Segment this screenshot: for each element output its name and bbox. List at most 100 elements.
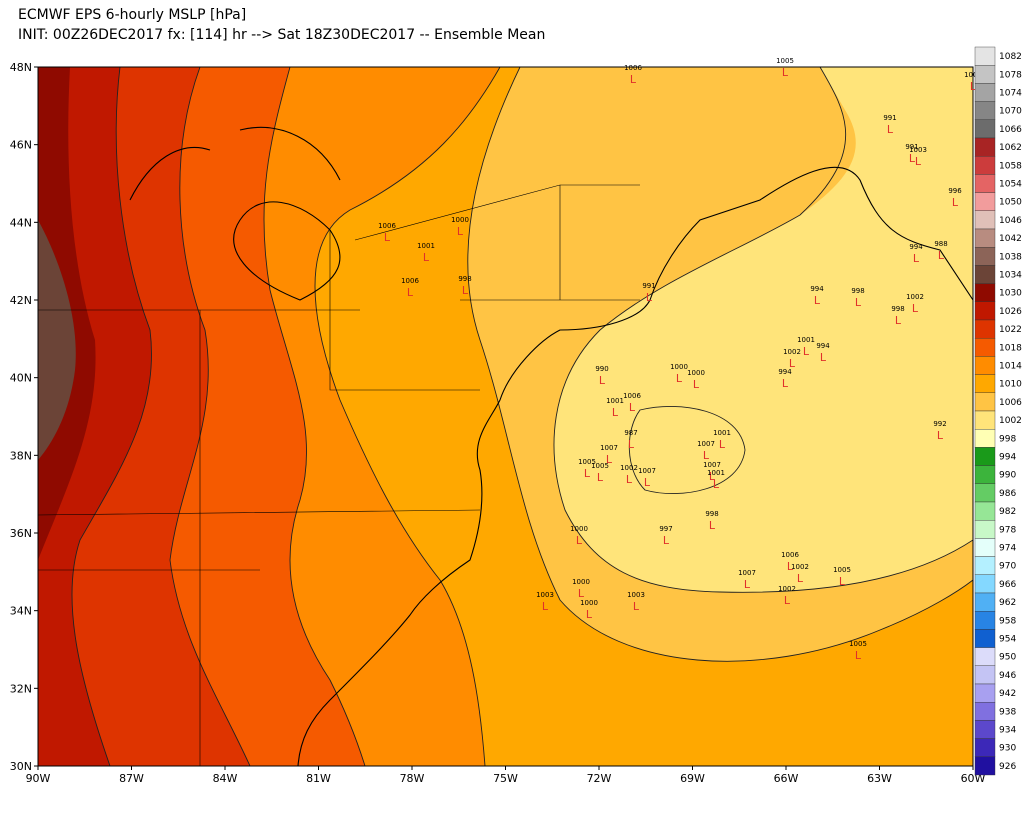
colorbar-label: 1010 (999, 380, 1022, 390)
lon-label: 90W (26, 772, 51, 785)
colorbar-swatch (974, 538, 996, 557)
colorbar-swatch (974, 629, 996, 648)
colorbar-label: 974 (999, 544, 1016, 554)
colorbar-label: 1058 (999, 161, 1022, 171)
pressure-field (38, 67, 973, 766)
colorbar-label: 1050 (999, 198, 1022, 208)
lat-label: 44N (10, 216, 32, 229)
lon-label: 72W (587, 772, 612, 785)
colorbar-swatch (974, 137, 996, 157)
low-pressure: 1001 (713, 429, 731, 437)
contours (71, 67, 973, 766)
colorbar-label: 958 (999, 616, 1016, 626)
low-pressure: 996 (948, 187, 962, 195)
low-pressure: 1001 (797, 336, 815, 344)
low-symbol: L (644, 476, 651, 489)
low-pressure: 1002 (791, 563, 809, 571)
low-pressure: 992 (933, 420, 946, 428)
low-pressure: 1003 (909, 146, 927, 154)
low-symbol: L (709, 519, 716, 532)
low-symbol: L (663, 534, 670, 547)
colorbar-swatch (974, 265, 996, 284)
colorbar-swatch (974, 46, 996, 66)
low-symbol: L (855, 296, 862, 309)
colorbar-swatch (974, 483, 996, 503)
low-symbol: L (693, 378, 700, 391)
low-symbol: L (626, 473, 633, 486)
low-pressure: 987 (624, 429, 637, 437)
colorbar-swatch (974, 246, 996, 266)
low-pressure: 990 (595, 365, 608, 373)
colorbar-label: 1054 (999, 180, 1022, 190)
low-symbol: L (912, 302, 919, 315)
colorbar-label: 926 (999, 762, 1016, 772)
low-symbol: L (630, 73, 637, 86)
colorbar-label: 954 (999, 635, 1016, 645)
low-pressure: 1002 (906, 293, 924, 301)
colorbar-swatch (974, 356, 996, 375)
low-symbol: L (782, 66, 789, 79)
low-pressure: 1001 (707, 469, 725, 477)
colorbar-swatch (974, 374, 996, 394)
colorbar-swatch (974, 210, 996, 230)
low-pressure: 1005 (849, 640, 867, 648)
colorbar-label: 978 (999, 525, 1016, 535)
colorbar-label: 930 (999, 744, 1016, 754)
low-pressure: 1002 (783, 348, 801, 356)
colorbar-label: 938 (999, 707, 1016, 717)
colorbar-swatch (974, 283, 996, 303)
low-symbol: L (895, 314, 902, 327)
colorbar-swatch (974, 338, 996, 357)
low-symbol: L (633, 600, 640, 613)
low-symbol: L (970, 80, 977, 93)
colorbar-label: 1014 (999, 362, 1022, 372)
low-pressure: 1000 (670, 363, 688, 371)
colorbar-swatch (974, 756, 996, 776)
low-symbol: L (787, 560, 794, 573)
colorbar-swatch (974, 174, 996, 193)
low-pressure: 1006 (401, 277, 419, 285)
colorbar-label: 1034 (999, 271, 1022, 281)
low-symbol: L (803, 345, 810, 358)
lon-label: 81W (306, 772, 331, 785)
low-symbol: L (599, 374, 606, 387)
colorbar-label: 1038 (999, 252, 1022, 262)
colorbar-label: 1074 (999, 89, 1022, 99)
low-symbol: L (797, 572, 804, 585)
low-symbol: L (909, 152, 916, 165)
colorbar-label: 946 (999, 671, 1016, 681)
colorbar-label: 1030 (999, 289, 1022, 299)
colorbar-label: 942 (999, 689, 1016, 699)
low-symbol: L (628, 438, 635, 451)
low-pressure: 1007 (697, 440, 715, 448)
low-symbol: L (578, 587, 585, 600)
colorbar-label: 1042 (999, 234, 1022, 244)
lat-label: 36N (10, 527, 32, 540)
lon-label: 75W (493, 772, 518, 785)
low-symbol: L (676, 372, 683, 385)
low-pressure: 997 (659, 525, 672, 533)
low-pressure: 991 (883, 114, 896, 122)
low-pressure: 1001 (417, 242, 435, 250)
low-symbol: L (612, 406, 619, 419)
colorbar-label: 966 (999, 580, 1016, 590)
lat-label: 38N (10, 449, 32, 462)
low-pressure: 1002 (778, 585, 796, 593)
colorbar-label: 1078 (999, 70, 1022, 80)
low-pressure: 1000 (572, 578, 590, 586)
low-symbol: L (709, 470, 716, 483)
low-symbol: L (584, 467, 591, 480)
colorbar-label: 970 (999, 562, 1016, 572)
colorbar-label: 950 (999, 653, 1016, 663)
low-pressure: 994 (810, 285, 824, 293)
low-symbol: L (887, 123, 894, 136)
lon-label: 84W (213, 772, 238, 785)
low-pressure: 994 (909, 243, 923, 251)
colorbar-swatch (974, 83, 996, 102)
colorbar-swatch (974, 465, 996, 485)
colorbar-swatch (974, 520, 996, 539)
lon-label: 87W (119, 772, 144, 785)
low-symbol: L (407, 286, 414, 299)
colorbar-swatch (974, 720, 996, 739)
lon-label: 66W (774, 772, 799, 785)
